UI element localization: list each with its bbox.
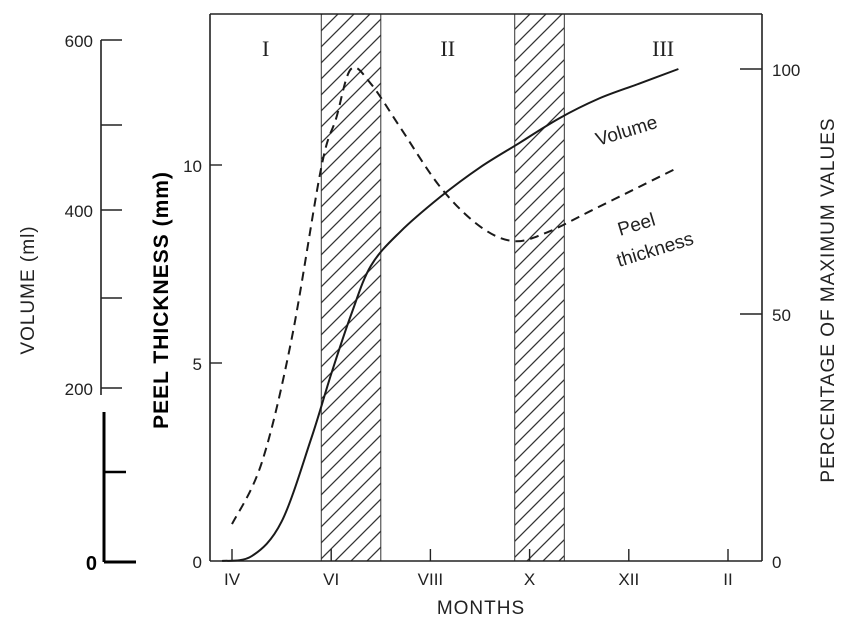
x-tick-label: VI (323, 570, 339, 589)
volume-tick-label: 600 (65, 32, 93, 51)
volume-axis-title: VOLUME (ml) (18, 225, 39, 354)
x-axis-title: MONTHS (437, 598, 525, 617)
series-lines (221, 66, 679, 562)
shaded-band-1 (321, 14, 381, 561)
percent-axis: 100 50 0 PERCENTAGE OF MAXIMUM VALUES (740, 61, 839, 572)
phase-label: III (652, 36, 674, 61)
volume-line (221, 68, 679, 562)
volume-series-label: Volume (593, 112, 660, 151)
peel-series-label-line1: Peel (615, 210, 658, 241)
shaded-band-2 (514, 14, 565, 561)
phase-label: I (262, 36, 269, 61)
volume-tick-label: 200 (65, 380, 93, 399)
peel-axis-title: PEEL THICKNESS (mm) (150, 171, 173, 429)
plot-frame (209, 13, 763, 562)
percent-tick-label: 100 (772, 61, 800, 80)
x-tick-label: X (524, 570, 535, 589)
x-tick-label: II (723, 570, 732, 589)
x-tick-label: XII (618, 570, 639, 589)
peel-tick-label: 0 (193, 553, 202, 572)
percent-tick-label: 50 (772, 306, 791, 325)
x-axis: IV VI VIII X XII II MONTHS (224, 549, 733, 617)
phase-labels: I II III (262, 36, 674, 61)
peel-thickness-line (231, 66, 679, 525)
x-tick-label: VIII (418, 570, 444, 589)
inset-scale: 0 (86, 412, 136, 575)
inset-zero-label: 0 (86, 553, 97, 575)
x-ticks: IV VI VIII X XII II (224, 549, 733, 589)
peel-axis: 10 5 0 PEEL THICKNESS (mm) (150, 157, 222, 572)
series-labels: Volume Peel thickness (593, 112, 696, 272)
x-tick-label: IV (224, 570, 241, 589)
phase-label: II (440, 36, 455, 61)
peel-tick-label: 10 (183, 157, 202, 176)
percent-axis-title: PERCENTAGE OF MAXIMUM VALUES (818, 117, 839, 482)
peel-tick-label: 5 (193, 355, 202, 374)
percent-tick-label: 0 (772, 553, 781, 572)
volume-tick-label: 400 (65, 202, 93, 221)
shaded-bands (320, 14, 565, 561)
volume-axis: 600 400 200 VOLUME (ml) (18, 32, 122, 399)
